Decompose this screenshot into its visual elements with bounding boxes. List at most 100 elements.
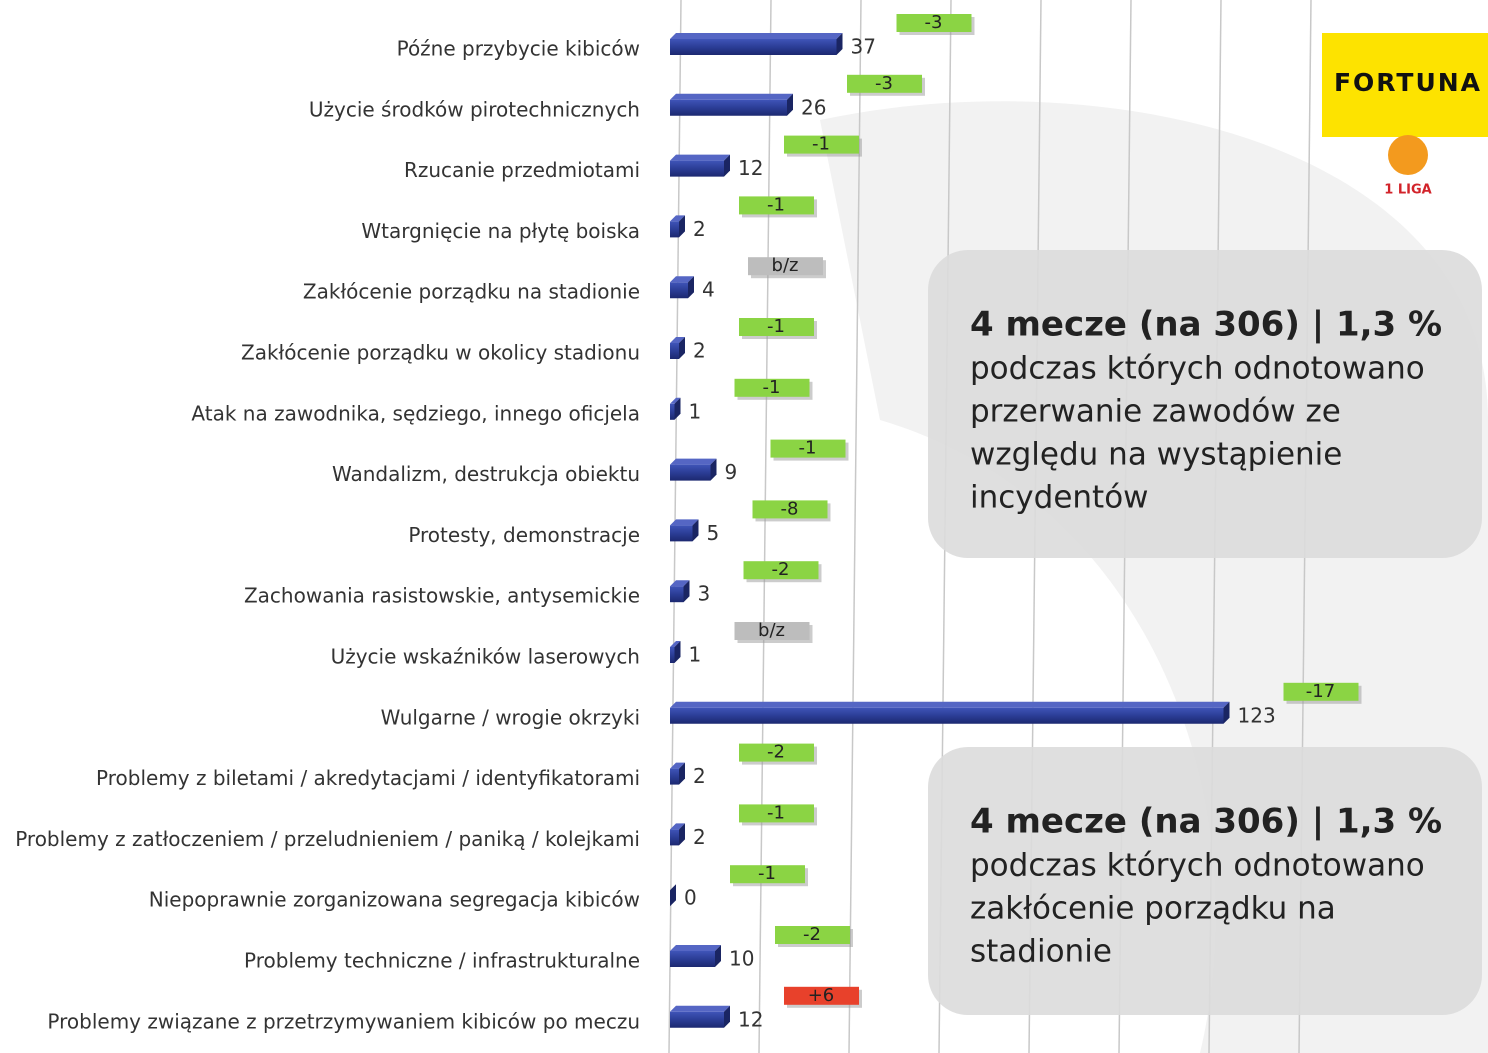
bar-face (670, 1011, 724, 1028)
change-badge (734, 378, 810, 397)
bar (670, 884, 676, 907)
bar-side (670, 884, 676, 907)
change-label: -17 (1306, 681, 1335, 702)
category-label: Problemy z biletami / akredytacjami / id… (96, 766, 640, 790)
logo-league: 1 LIGA (1384, 183, 1431, 198)
category-label: Wtargnięcie na płytę boiska (361, 219, 640, 243)
change-badge (739, 804, 814, 823)
value-label: 123 (1238, 703, 1276, 727)
value-label: 10 (729, 947, 754, 971)
value-label: 3 (698, 582, 711, 606)
change-badge (770, 439, 846, 458)
note-line: przerwanie zawodów ze (970, 394, 1341, 430)
change-label: -1 (812, 134, 830, 155)
bar-top (670, 641, 681, 647)
value-label: 2 (693, 825, 706, 849)
bar-top (670, 93, 793, 100)
value-label: 4 (702, 278, 715, 302)
category-label: Problemy techniczne / infrastrukturalne (244, 949, 640, 973)
change-badge (896, 14, 972, 32)
bar (670, 337, 685, 359)
bar-face (670, 647, 675, 663)
bar-face (670, 707, 1224, 724)
bar-top (670, 823, 685, 830)
change-label: -8 (781, 498, 799, 519)
bar-side (679, 337, 685, 359)
value-label: 2 (693, 339, 706, 363)
bar-face (670, 768, 679, 785)
note-headline: 4 mecze (na 306) | 1,3 % (970, 802, 1442, 842)
change-badge (784, 986, 859, 1005)
change-label: -3 (925, 12, 943, 33)
category-label: Rzucanie przedmiotami (404, 158, 640, 182)
value-label: 37 (851, 35, 876, 59)
change-badge (1283, 682, 1359, 701)
change-badge (734, 622, 810, 640)
bar-top (670, 215, 685, 222)
bar (670, 458, 717, 481)
bar-top (670, 276, 694, 283)
bar-side (679, 762, 685, 785)
change-label: -3 (875, 73, 893, 94)
change-label: -2 (767, 742, 785, 763)
bar (670, 397, 681, 420)
bar-side (674, 641, 681, 663)
change-badge (743, 561, 819, 580)
category-label: Zachowania rasistowskie, antysemickie (244, 584, 640, 608)
bar (670, 580, 690, 603)
note-box (928, 747, 1482, 1015)
change-badge (752, 500, 828, 519)
bar-face (670, 99, 787, 116)
bar (670, 641, 681, 663)
bar (670, 519, 699, 542)
change-label: +6 (808, 985, 835, 1006)
change-badge (739, 743, 814, 762)
bar-top (670, 762, 685, 769)
category-label: Wulgarne / wrogie okrzyki (381, 705, 640, 729)
note-line: względu na wystąpienie (970, 437, 1342, 473)
change-label: -1 (799, 438, 817, 459)
bar (670, 93, 793, 116)
bar-top (670, 458, 717, 465)
note-line: podczas których odnotowano (970, 351, 1425, 387)
bar (670, 33, 843, 55)
bar-side (724, 1005, 730, 1028)
bar-top (670, 33, 843, 39)
note-line: podczas których odnotowano (970, 848, 1425, 884)
logo-brand: FORTUNA (1334, 68, 1482, 97)
value-label: 1 (689, 399, 702, 423)
value-label: 2 (693, 217, 706, 241)
value-label: 12 (738, 156, 763, 180)
logo: FORTUNA 1 LIGA (1322, 33, 1488, 198)
change-label: -2 (772, 559, 790, 580)
bar-side (715, 945, 721, 967)
bar-side (1223, 701, 1230, 724)
category-label: Zakłócenie porządku na stadionie (303, 280, 640, 304)
bar-side (724, 154, 730, 177)
bar-side (692, 519, 699, 542)
bar-face (670, 343, 679, 359)
bar-side (683, 580, 690, 603)
change-badge (784, 135, 859, 154)
change-badge (739, 318, 814, 336)
value-label: 1 (689, 643, 702, 667)
bar-face (670, 403, 675, 420)
bar-side (679, 823, 685, 846)
change-badge (739, 196, 814, 215)
bar-face (670, 951, 715, 967)
bar (670, 823, 685, 846)
bar-face (670, 160, 724, 177)
change-label: -1 (767, 316, 785, 337)
change-label: -1 (767, 194, 785, 215)
logo-emblem (1388, 135, 1428, 175)
bar (670, 215, 685, 238)
note-headline: 4 mecze (na 306) | 1,3 % (970, 305, 1442, 345)
bar-top (670, 580, 690, 587)
value-label: 9 (725, 460, 738, 484)
note-line: incydentów (970, 480, 1149, 516)
bar-side (674, 397, 681, 420)
logo-box (1322, 33, 1488, 137)
bar-face (670, 829, 679, 846)
category-label: Późne przybycie kibiców (397, 37, 640, 61)
bar-top (670, 397, 681, 404)
